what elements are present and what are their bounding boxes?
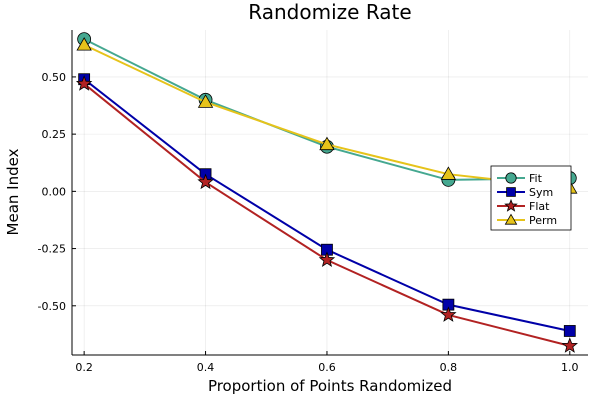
legend-label: Perm (529, 214, 557, 227)
legend-marker (504, 198, 518, 212)
legend-item-fit: Fit (497, 172, 543, 185)
y-tick-label: 0.50 (42, 71, 67, 84)
legend-item-flat: Flat (497, 198, 550, 213)
legend-marker (505, 172, 517, 184)
y-axis-label: Mean Index (4, 148, 22, 235)
data-point-perm (440, 166, 457, 180)
legend-marker (504, 213, 518, 225)
data-point-perm (319, 136, 335, 151)
legend-item-sym: Sym (497, 186, 553, 199)
data-point-flat (197, 173, 214, 190)
x-tick-label: 0.4 (197, 361, 215, 374)
legend-item-perm: Perm (497, 213, 557, 227)
data-point-perm (76, 37, 92, 51)
legend-label: Flat (529, 200, 550, 213)
x-tick-label: 0.2 (75, 361, 93, 374)
data-point-flat (561, 337, 578, 353)
data-point-flat (440, 306, 457, 322)
y-tick-label: 0.25 (42, 128, 67, 141)
chart-title: Randomize Rate (248, 0, 411, 24)
x-tick-label: 0.8 (440, 361, 458, 374)
y-tick-label: -0.25 (38, 243, 66, 256)
y-tick-label: 0.00 (42, 185, 67, 198)
x-axis-label: Proportion of Points Randomized (208, 377, 452, 395)
data-point-flat (318, 251, 336, 267)
legend-label: Fit (529, 172, 543, 185)
x-tick-label: 1.0 (561, 361, 579, 374)
data-point-flat (75, 75, 93, 91)
data-point-sym (563, 325, 576, 337)
series-layer (75, 32, 578, 353)
y-tick-label: -0.50 (38, 300, 66, 313)
legend-marker (506, 187, 516, 197)
tick-layer: 0.2 0.4 0.6 0.8 1.0 -0.50 -0.25 0.00 0.25 0.50 (38, 71, 579, 374)
x-tick-label: 0.6 (318, 361, 336, 374)
data-point-perm (197, 94, 214, 108)
series-flat (75, 75, 578, 353)
legend-label: Sym (529, 186, 553, 199)
